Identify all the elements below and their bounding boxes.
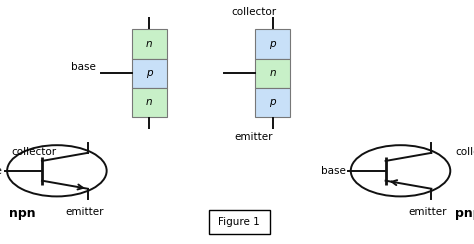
Text: n: n [146,98,153,107]
Text: base: base [71,62,96,72]
Text: p: p [146,68,153,78]
Text: emitter: emitter [234,132,273,142]
Bar [255,29,290,59]
Text: emitter: emitter [65,207,103,217]
Text: p: p [269,39,276,49]
Bar [132,88,167,117]
Text: npn: npn [9,207,36,220]
Bar [132,29,167,59]
Text: emitter: emitter [409,207,447,217]
Bar [255,59,290,88]
Text: collector: collector [12,147,57,157]
Text: base: base [0,166,2,176]
Text: Figure 1: Figure 1 [219,217,260,227]
Text: base: base [321,166,346,176]
Bar [132,59,167,88]
Text: pnp: pnp [455,207,474,220]
Text: collector: collector [231,7,276,17]
Text: n: n [269,68,276,78]
Text: n: n [146,39,153,49]
Bar [255,88,290,117]
Text: p: p [269,98,276,107]
Bar [209,210,270,234]
Text: collector: collector [455,147,474,157]
